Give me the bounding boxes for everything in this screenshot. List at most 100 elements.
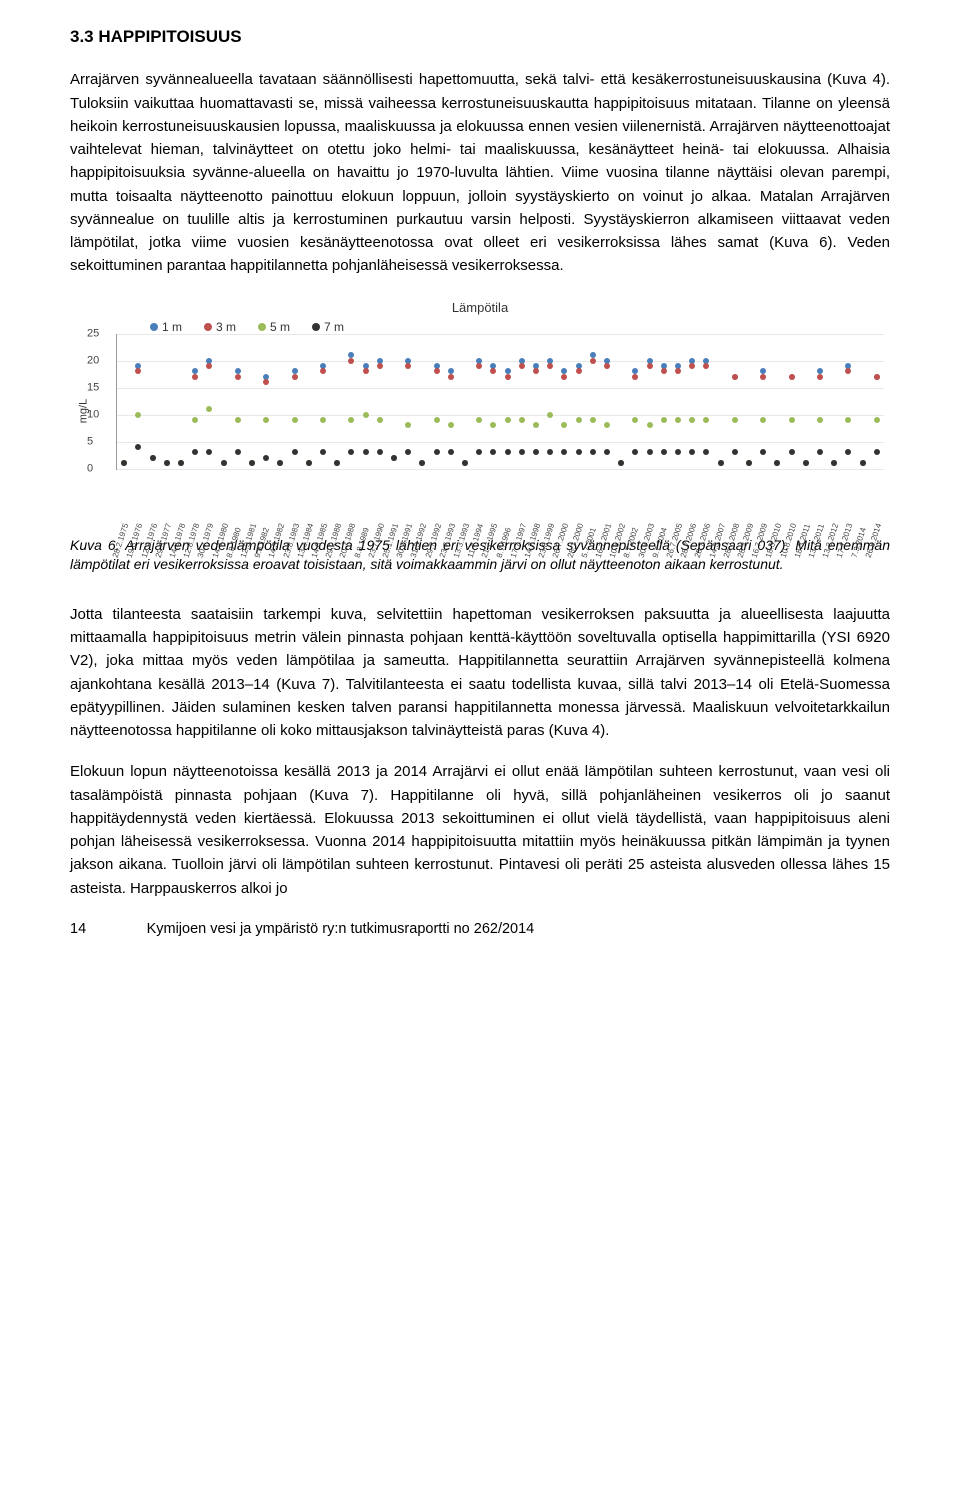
data-point	[604, 422, 610, 428]
data-point	[760, 449, 766, 455]
data-point	[817, 449, 823, 455]
data-point	[703, 417, 709, 423]
data-point	[789, 374, 795, 380]
chart-title: Lämpötila	[452, 298, 508, 318]
data-point	[576, 417, 582, 423]
data-point	[306, 460, 312, 466]
data-point	[292, 417, 298, 423]
data-point	[462, 460, 468, 466]
y-tick: 5	[87, 433, 93, 450]
data-point	[292, 449, 298, 455]
data-point	[178, 460, 184, 466]
data-point	[405, 422, 411, 428]
data-point	[249, 460, 255, 466]
chart-plot-area: 051015202528.2.197519.8.197612.2.197629.…	[116, 334, 884, 470]
data-point	[845, 417, 851, 423]
data-point	[604, 449, 610, 455]
data-point	[874, 374, 880, 380]
paragraph-1: Arrajärven syvännealueella tavataan sään…	[70, 68, 890, 277]
data-point	[703, 449, 709, 455]
data-point	[164, 460, 170, 466]
data-point	[661, 417, 667, 423]
data-point	[533, 368, 539, 374]
data-point	[348, 449, 354, 455]
data-point	[263, 455, 269, 461]
data-point	[845, 449, 851, 455]
data-point	[519, 449, 525, 455]
data-point	[718, 460, 724, 466]
data-point	[434, 368, 440, 374]
data-point	[377, 417, 383, 423]
data-point	[235, 449, 241, 455]
data-point	[221, 460, 227, 466]
data-point	[845, 368, 851, 374]
y-tick: 20	[87, 352, 99, 369]
data-point	[505, 374, 511, 380]
data-point	[363, 368, 369, 374]
data-point	[817, 374, 823, 380]
data-point	[789, 449, 795, 455]
data-point	[490, 368, 496, 374]
data-point	[675, 417, 681, 423]
data-point	[476, 449, 482, 455]
data-point	[363, 449, 369, 455]
data-point	[533, 449, 539, 455]
paragraph-2: Jotta tilanteesta saataisiin tarkempi ku…	[70, 603, 890, 743]
data-point	[689, 417, 695, 423]
data-point	[760, 417, 766, 423]
data-point	[135, 412, 141, 418]
data-point	[434, 417, 440, 423]
data-point	[774, 460, 780, 466]
data-point	[519, 417, 525, 423]
data-point	[135, 368, 141, 374]
data-point	[320, 417, 326, 423]
data-point	[235, 417, 241, 423]
data-point	[434, 449, 440, 455]
data-point	[760, 374, 766, 380]
data-point	[348, 417, 354, 423]
data-point	[661, 449, 667, 455]
data-point	[490, 422, 496, 428]
data-point	[789, 417, 795, 423]
data-point	[277, 460, 283, 466]
data-point	[150, 455, 156, 461]
data-point	[363, 412, 369, 418]
data-point	[292, 374, 298, 380]
data-point	[505, 417, 511, 423]
data-point	[647, 422, 653, 428]
y-tick: 25	[87, 325, 99, 342]
data-point	[576, 368, 582, 374]
data-point	[448, 449, 454, 455]
data-point	[661, 368, 667, 374]
data-point	[860, 460, 866, 466]
data-point	[576, 449, 582, 455]
data-point	[320, 449, 326, 455]
data-point	[206, 406, 212, 412]
data-point	[192, 417, 198, 423]
data-point	[377, 363, 383, 369]
data-point	[689, 449, 695, 455]
data-point	[490, 449, 496, 455]
data-point	[206, 363, 212, 369]
data-point	[817, 417, 823, 423]
data-point	[476, 417, 482, 423]
page-footer: 14 Kymijoen vesi ja ympäristö ry:n tutki…	[70, 918, 890, 940]
data-point	[831, 460, 837, 466]
data-point	[348, 358, 354, 364]
data-point	[391, 455, 397, 461]
section-heading: 3.3 HAPPIPITOISUUS	[70, 24, 890, 50]
data-point	[505, 449, 511, 455]
data-point	[121, 460, 127, 466]
data-point	[476, 363, 482, 369]
data-point	[377, 449, 383, 455]
data-point	[647, 363, 653, 369]
data-point	[533, 422, 539, 428]
data-point	[405, 363, 411, 369]
y-tick: 15	[87, 379, 99, 396]
data-point	[192, 449, 198, 455]
data-point	[519, 363, 525, 369]
data-point	[590, 358, 596, 364]
data-point	[803, 460, 809, 466]
temperature-chart: Lämpötila 1 m3 m5 m7 m mg/L 051015202528…	[70, 296, 890, 526]
data-point	[405, 449, 411, 455]
